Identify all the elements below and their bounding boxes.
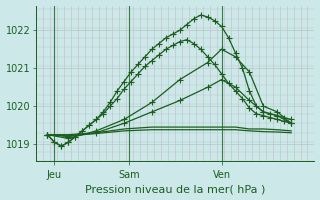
X-axis label: Pression niveau de la mer( hPa ): Pression niveau de la mer( hPa ) (85, 184, 265, 194)
